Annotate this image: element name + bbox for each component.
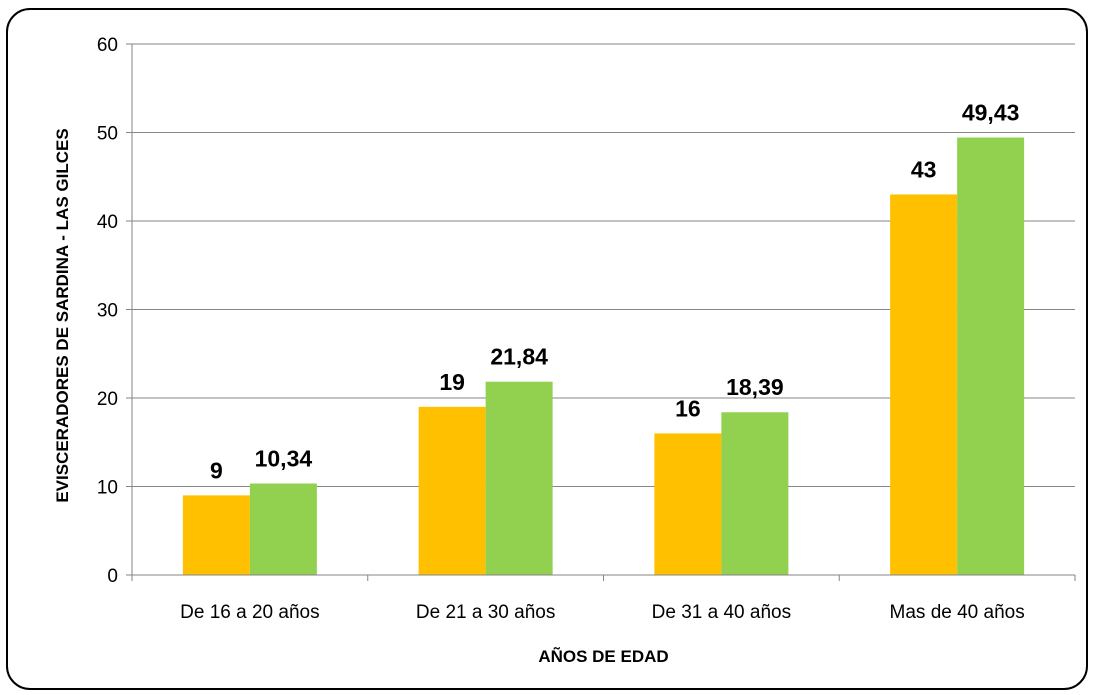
data-label: 43	[911, 156, 937, 182]
bar	[721, 412, 789, 575]
data-label: 18,39	[726, 374, 784, 400]
bar	[485, 381, 553, 575]
bar	[418, 406, 486, 575]
y-tick-label: 40	[97, 212, 118, 233]
bar	[890, 194, 958, 575]
bar	[249, 483, 317, 575]
data-label: 9	[210, 457, 223, 483]
data-label: 10,34	[255, 445, 313, 471]
y-tick-label: 10	[97, 478, 118, 499]
data-label: 19	[439, 369, 465, 395]
data-label: 16	[675, 395, 701, 421]
data-label: 49,43	[962, 100, 1020, 126]
y-tick-label: 0	[107, 566, 118, 587]
x-axis-title: AÑOS DE EDAD	[538, 646, 668, 666]
y-tick-label: 30	[97, 301, 118, 322]
y-tick-label: 20	[97, 389, 118, 410]
bar	[182, 495, 250, 575]
y-axis-title: EVISCERADORES DE SARDINA - LAS GILCES	[53, 128, 72, 502]
y-tick-label: 50	[97, 124, 118, 145]
x-tick-label: De 16 a 20 años	[180, 602, 319, 623]
labels: 0 10 20 30 40 50 60 9 10,34 De 16 a 20 años 19 21,8…	[97, 35, 1025, 623]
x-tick-label: De 21 a 30 años	[416, 602, 555, 623]
bars	[182, 137, 1025, 575]
x-tick-label: De 31 a 40 años	[652, 602, 791, 623]
y-tick-label: 60	[97, 35, 118, 56]
bar	[654, 433, 722, 575]
data-label: 21,84	[490, 344, 548, 370]
x-tick-label: Mas de 40 años	[890, 602, 1025, 623]
bar	[957, 137, 1025, 575]
axes	[126, 43, 1076, 581]
